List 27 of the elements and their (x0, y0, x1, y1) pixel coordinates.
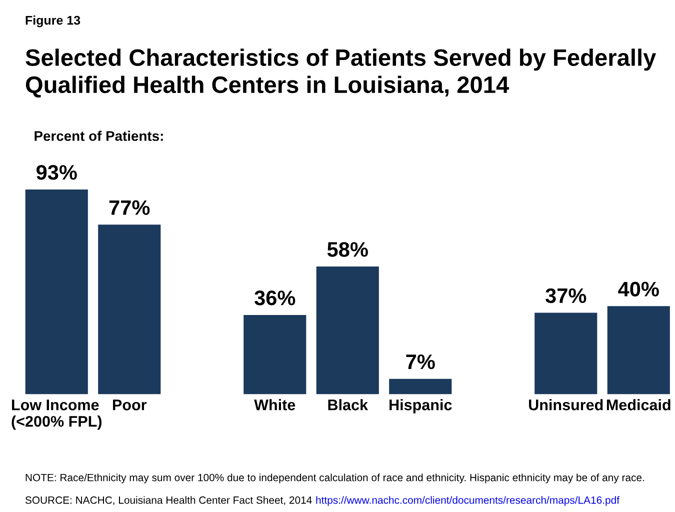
x-tick-label: Uninsured (529, 399, 603, 410)
source-note: SOURCE: NACHC, Louisiana Health Center Fact Sheet, 2014 (25, 496, 312, 506)
bar (244, 314, 306, 394)
data-label: 36% (254, 290, 296, 306)
x-tick-label: Poor (112, 400, 147, 410)
bar (98, 224, 161, 394)
bar (534, 312, 598, 394)
bar (389, 378, 452, 394)
bar (316, 266, 379, 394)
y-axis-title: Percent of Patients: (34, 130, 163, 141)
x-tick-label: Black (328, 399, 368, 410)
text: NOTE: Race/Ethnicity may sum over 100% due to independent calculation of race and ethnicity. Hispanic ethnicity may be of any race. (26, 474, 644, 484)
data-label: 37% (546, 288, 586, 304)
data-label: 7% (406, 354, 435, 370)
bar (607, 306, 670, 394)
chart-title: Selected Characteristics of Patients Served by Federally Qualified Health Centers in Louisiana, 2014 (26, 48, 656, 98)
data-label: 77% (109, 200, 150, 215)
x-tick-label: Medicaid (606, 399, 670, 410)
x-tick-label: Hispanic (390, 399, 452, 414)
x-tick-label: Low Income (<200% FPL) (12, 400, 102, 430)
data-label: 40% (618, 282, 659, 296)
x-tick-label: White (254, 399, 296, 410)
text: https://www.nachc.com/client/documents/research/maps/LA16.pdf (316, 496, 620, 506)
chart-subtitle: Figure 13 (26, 16, 80, 28)
bar (25, 189, 88, 394)
data-label: 58% (327, 242, 368, 257)
data-label: 93% (36, 165, 77, 180)
